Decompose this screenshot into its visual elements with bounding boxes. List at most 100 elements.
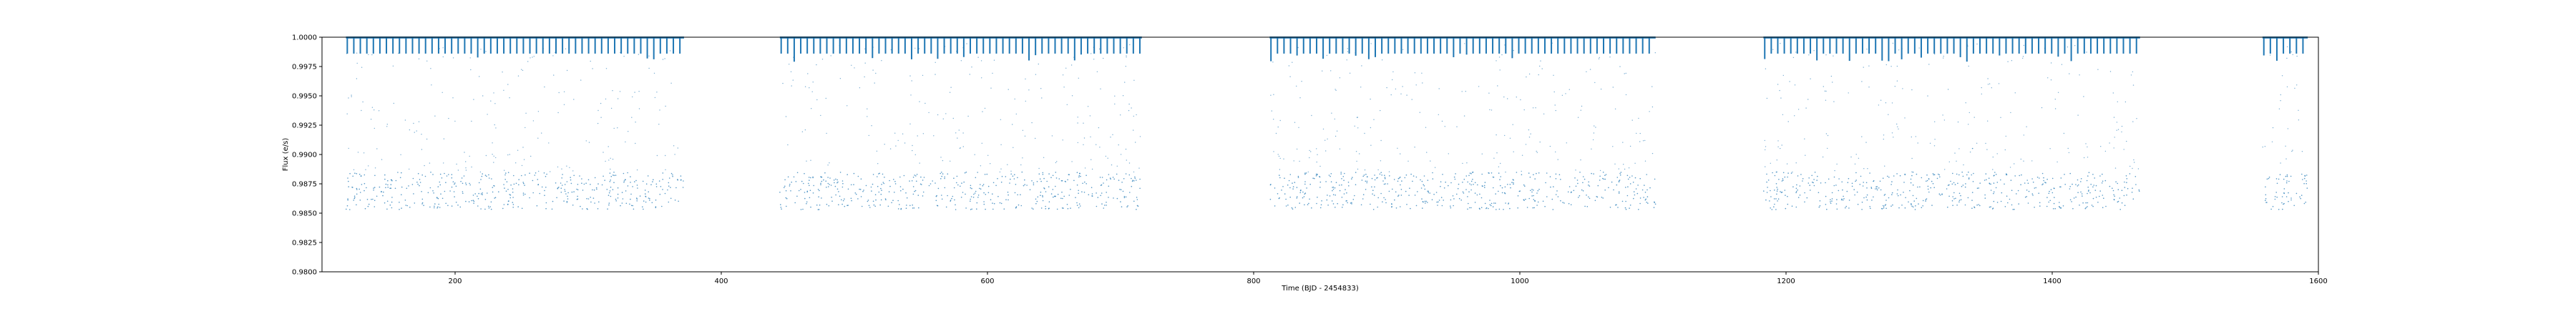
data-point: [400, 154, 401, 155]
data-point: [1766, 181, 1767, 183]
data-point: [477, 198, 479, 200]
data-point: [1644, 160, 1646, 162]
data-point: [364, 207, 366, 210]
data-point: [960, 185, 961, 187]
data-point: [391, 197, 393, 198]
data-point: [384, 178, 386, 180]
data-point: [1891, 132, 1893, 134]
data-point: [1304, 193, 1306, 195]
data-point: [384, 202, 386, 204]
y-tick-label: 0.9825: [292, 240, 317, 247]
data-point: [441, 92, 443, 93]
data-point: [390, 184, 392, 185]
data-point: [567, 198, 569, 200]
data-point: [1612, 146, 1614, 147]
data-point: [1000, 119, 1002, 120]
data-point: [1883, 207, 1885, 209]
data-point: [590, 197, 591, 198]
data-point: [781, 208, 782, 210]
data-point: [841, 186, 844, 188]
data-point: [469, 155, 470, 157]
data-point: [2011, 190, 2013, 192]
data-point: [1602, 177, 1604, 180]
data-point: [1544, 205, 1546, 207]
data-point: [1597, 185, 1599, 187]
data-point: [2069, 188, 2071, 190]
data-point: [494, 185, 495, 187]
data-point: [1618, 192, 1620, 194]
data-point: [1996, 153, 1998, 154]
data-point: [1351, 203, 1352, 205]
data-point: [841, 199, 842, 201]
data-point: [1400, 184, 1401, 186]
data-point: [419, 182, 421, 183]
data-point: [1017, 177, 1018, 179]
data-point: [1878, 104, 1880, 106]
data-point: [2048, 201, 2049, 203]
data-point: [970, 198, 971, 200]
data-point: [787, 176, 789, 178]
data-point: [810, 160, 811, 161]
data-point: [1777, 188, 1778, 190]
data-point: [1341, 184, 1342, 186]
data-point: [863, 190, 864, 191]
data-point: [1863, 168, 1865, 170]
data-point: [1043, 177, 1045, 180]
data-point: [816, 99, 818, 101]
data-point: [1932, 182, 1934, 185]
data-point: [587, 179, 590, 181]
data-point: [1574, 177, 1576, 179]
data-point: [983, 201, 985, 202]
data-point: [992, 182, 995, 184]
y-tick-label: 0.9975: [292, 64, 317, 72]
data-point: [389, 204, 391, 206]
data-point: [2126, 140, 2127, 142]
data-point: [1995, 187, 1997, 189]
data-point: [545, 187, 547, 188]
data-point: [1833, 185, 1835, 187]
data-point: [2009, 198, 2011, 200]
data-point: [2028, 190, 2030, 192]
data-point: [1372, 190, 1374, 192]
data-point: [1795, 206, 1797, 208]
data-point: [1116, 197, 1118, 200]
data-point: [1440, 197, 1443, 198]
data-point: [899, 176, 901, 178]
data-point: [558, 187, 560, 188]
data-point: [861, 205, 863, 207]
data-point: [573, 175, 575, 177]
data-point: [870, 186, 872, 188]
data-point: [1641, 189, 1644, 191]
data-point: [570, 177, 571, 178]
data-point: [1797, 189, 1798, 191]
data-point: [1931, 180, 1933, 182]
data-point: [1521, 170, 1522, 172]
data-point: [869, 207, 871, 208]
data-point: [1365, 173, 1367, 175]
data-point: [1958, 148, 1960, 149]
data-point: [825, 180, 826, 182]
data-point: [970, 200, 971, 202]
data-point: [645, 193, 646, 195]
data-point: [434, 115, 436, 117]
data-point: [1046, 180, 1048, 182]
data-point: [1799, 195, 1801, 196]
data-point: [1792, 57, 1795, 59]
data-point: [513, 175, 514, 177]
data-point: [1438, 200, 1440, 201]
data-point: [2038, 192, 2039, 195]
data-point: [2049, 190, 2050, 192]
data-point: [1048, 186, 1050, 188]
data-point: [2296, 84, 2298, 86]
data-point: [2117, 189, 2119, 190]
data-point: [567, 192, 569, 194]
data-point: [912, 186, 914, 187]
data-point: [541, 132, 542, 134]
data-point: [967, 115, 969, 117]
data-point: [1397, 195, 1399, 197]
data-point: [515, 162, 517, 164]
data-point: [1509, 184, 1511, 185]
data-point: [2303, 182, 2305, 185]
data-point: [1314, 177, 1315, 180]
data-point: [2010, 180, 2012, 181]
